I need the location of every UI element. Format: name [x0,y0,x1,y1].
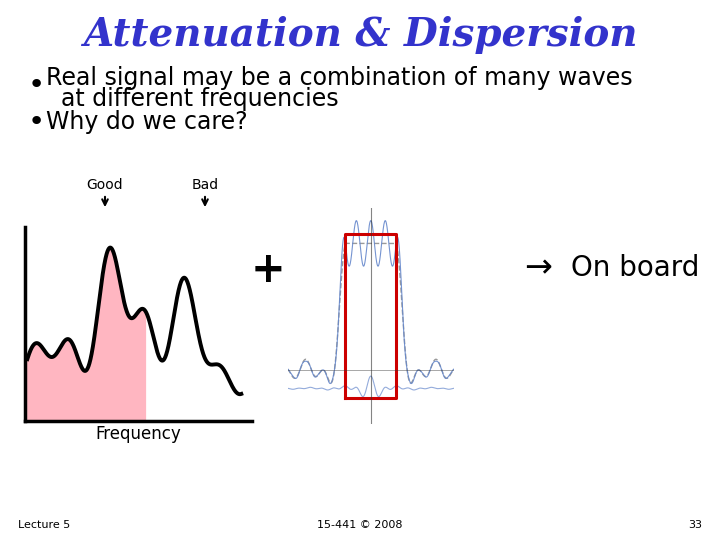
Text: +: + [251,249,285,291]
Text: Lecture 5: Lecture 5 [18,520,71,530]
Text: On board: On board [571,254,699,282]
X-axis label: Frequency: Frequency [96,426,181,443]
Text: Bad: Bad [192,178,219,192]
Text: •: • [28,71,45,99]
Text: 33: 33 [688,520,702,530]
Text: 15-441 © 2008: 15-441 © 2008 [318,520,402,530]
Text: Real signal may be a combination of many waves: Real signal may be a combination of many… [46,66,633,90]
Text: Why do we care?: Why do we care? [46,110,248,134]
Text: Attenuation & Dispersion: Attenuation & Dispersion [83,16,637,54]
Text: at different frequencies: at different frequencies [46,87,338,111]
Text: →: → [524,252,552,285]
Text: Good: Good [86,178,123,192]
Text: •: • [28,108,45,136]
